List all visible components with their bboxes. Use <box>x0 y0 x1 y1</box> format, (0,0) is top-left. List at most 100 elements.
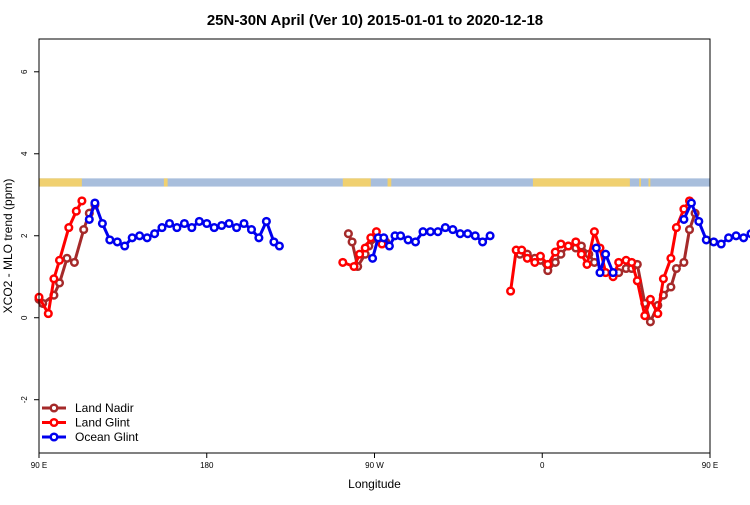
data-point <box>576 249 586 259</box>
data-point <box>418 227 428 237</box>
land-band-segment <box>39 178 82 187</box>
data-point <box>179 218 189 229</box>
land-band-segment <box>648 178 651 187</box>
data-point <box>731 231 741 241</box>
data-point <box>164 218 175 229</box>
data-point <box>54 278 65 288</box>
data-point <box>671 223 681 233</box>
land-band-segment <box>639 178 642 187</box>
data-point <box>595 268 605 278</box>
data-point <box>591 243 601 253</box>
data-point <box>403 235 413 245</box>
data-point <box>563 241 573 251</box>
data-point <box>49 274 59 284</box>
data-point <box>535 251 545 261</box>
data-point <box>62 253 72 263</box>
x-tick-label: 0 <box>540 461 545 470</box>
data-point <box>343 229 353 239</box>
series-layer <box>34 196 750 327</box>
data-point <box>355 249 365 259</box>
data-point <box>645 294 655 304</box>
land-ocean-band <box>39 178 710 187</box>
data-point <box>666 282 676 292</box>
data-point <box>684 225 695 235</box>
data-point <box>368 253 378 263</box>
data-point <box>455 229 465 239</box>
data-point <box>217 220 227 231</box>
data-point <box>254 233 264 243</box>
data-point <box>69 257 79 267</box>
axes: 90 E 180 90 W 0 90 E -2 0 2 4 6 <box>20 69 718 470</box>
data-point <box>64 223 74 233</box>
data-point <box>640 311 650 321</box>
data-point <box>679 214 689 224</box>
data-point <box>142 233 152 243</box>
data-point <box>120 241 130 251</box>
data-point <box>202 218 212 229</box>
x-tick-label: 90 E <box>31 461 47 470</box>
series-line <box>594 247 615 275</box>
y-tick-label: 6 <box>20 69 29 74</box>
x-tick-label: 90 E <box>702 461 718 470</box>
data-point <box>522 253 532 263</box>
data-point <box>187 223 197 233</box>
legend-item: Land Glint <box>42 416 130 430</box>
data-point <box>425 227 435 237</box>
data-point <box>746 229 750 239</box>
data-point <box>701 235 711 245</box>
data-point <box>550 247 560 257</box>
data-point <box>84 214 94 224</box>
data-point <box>274 241 284 251</box>
data-point <box>716 239 726 249</box>
data-point <box>556 239 566 249</box>
data-point <box>666 253 676 263</box>
data-point <box>440 223 450 233</box>
data-point <box>658 274 668 284</box>
data-point <box>43 309 53 319</box>
data-point <box>366 233 376 243</box>
y-axis-label: XCO2 - MLO trend (ppm) <box>1 179 15 314</box>
data-point <box>601 249 611 259</box>
data-point <box>530 257 540 267</box>
data-point <box>261 216 271 226</box>
data-point <box>338 257 348 267</box>
ocean-band-segment <box>39 178 710 187</box>
data-point <box>105 235 115 245</box>
x-axis-label: Longitude <box>348 477 401 491</box>
data-point <box>485 231 495 241</box>
y-tick-label: 0 <box>20 315 29 320</box>
data-point <box>724 233 734 243</box>
data-point <box>517 245 527 255</box>
data-point <box>150 229 160 239</box>
data-point <box>653 309 663 319</box>
data-point <box>90 198 100 208</box>
legend-swatch-marker <box>49 417 59 428</box>
data-point <box>739 233 749 243</box>
data-point <box>571 237 581 247</box>
data-point <box>246 225 257 235</box>
data-point <box>194 216 204 226</box>
data-point <box>694 216 704 226</box>
data-point <box>506 286 516 296</box>
data-point <box>71 206 81 216</box>
x-tick-label: 180 <box>200 461 214 470</box>
data-point <box>127 233 137 243</box>
data-point <box>157 223 167 233</box>
data-point <box>433 227 443 237</box>
data-point <box>627 257 637 267</box>
x-tick-label: 90 W <box>365 461 384 470</box>
data-point <box>209 223 219 233</box>
data-point <box>77 196 87 206</box>
data-point <box>645 317 655 327</box>
data-point <box>679 257 689 267</box>
land-band-segment <box>163 178 168 187</box>
data-point <box>379 233 389 243</box>
data-point <box>396 231 406 241</box>
data-point <box>448 225 458 235</box>
legend-item: Ocean Glint <box>42 430 139 444</box>
legend-swatch-marker <box>49 432 59 442</box>
data-point <box>463 229 473 239</box>
